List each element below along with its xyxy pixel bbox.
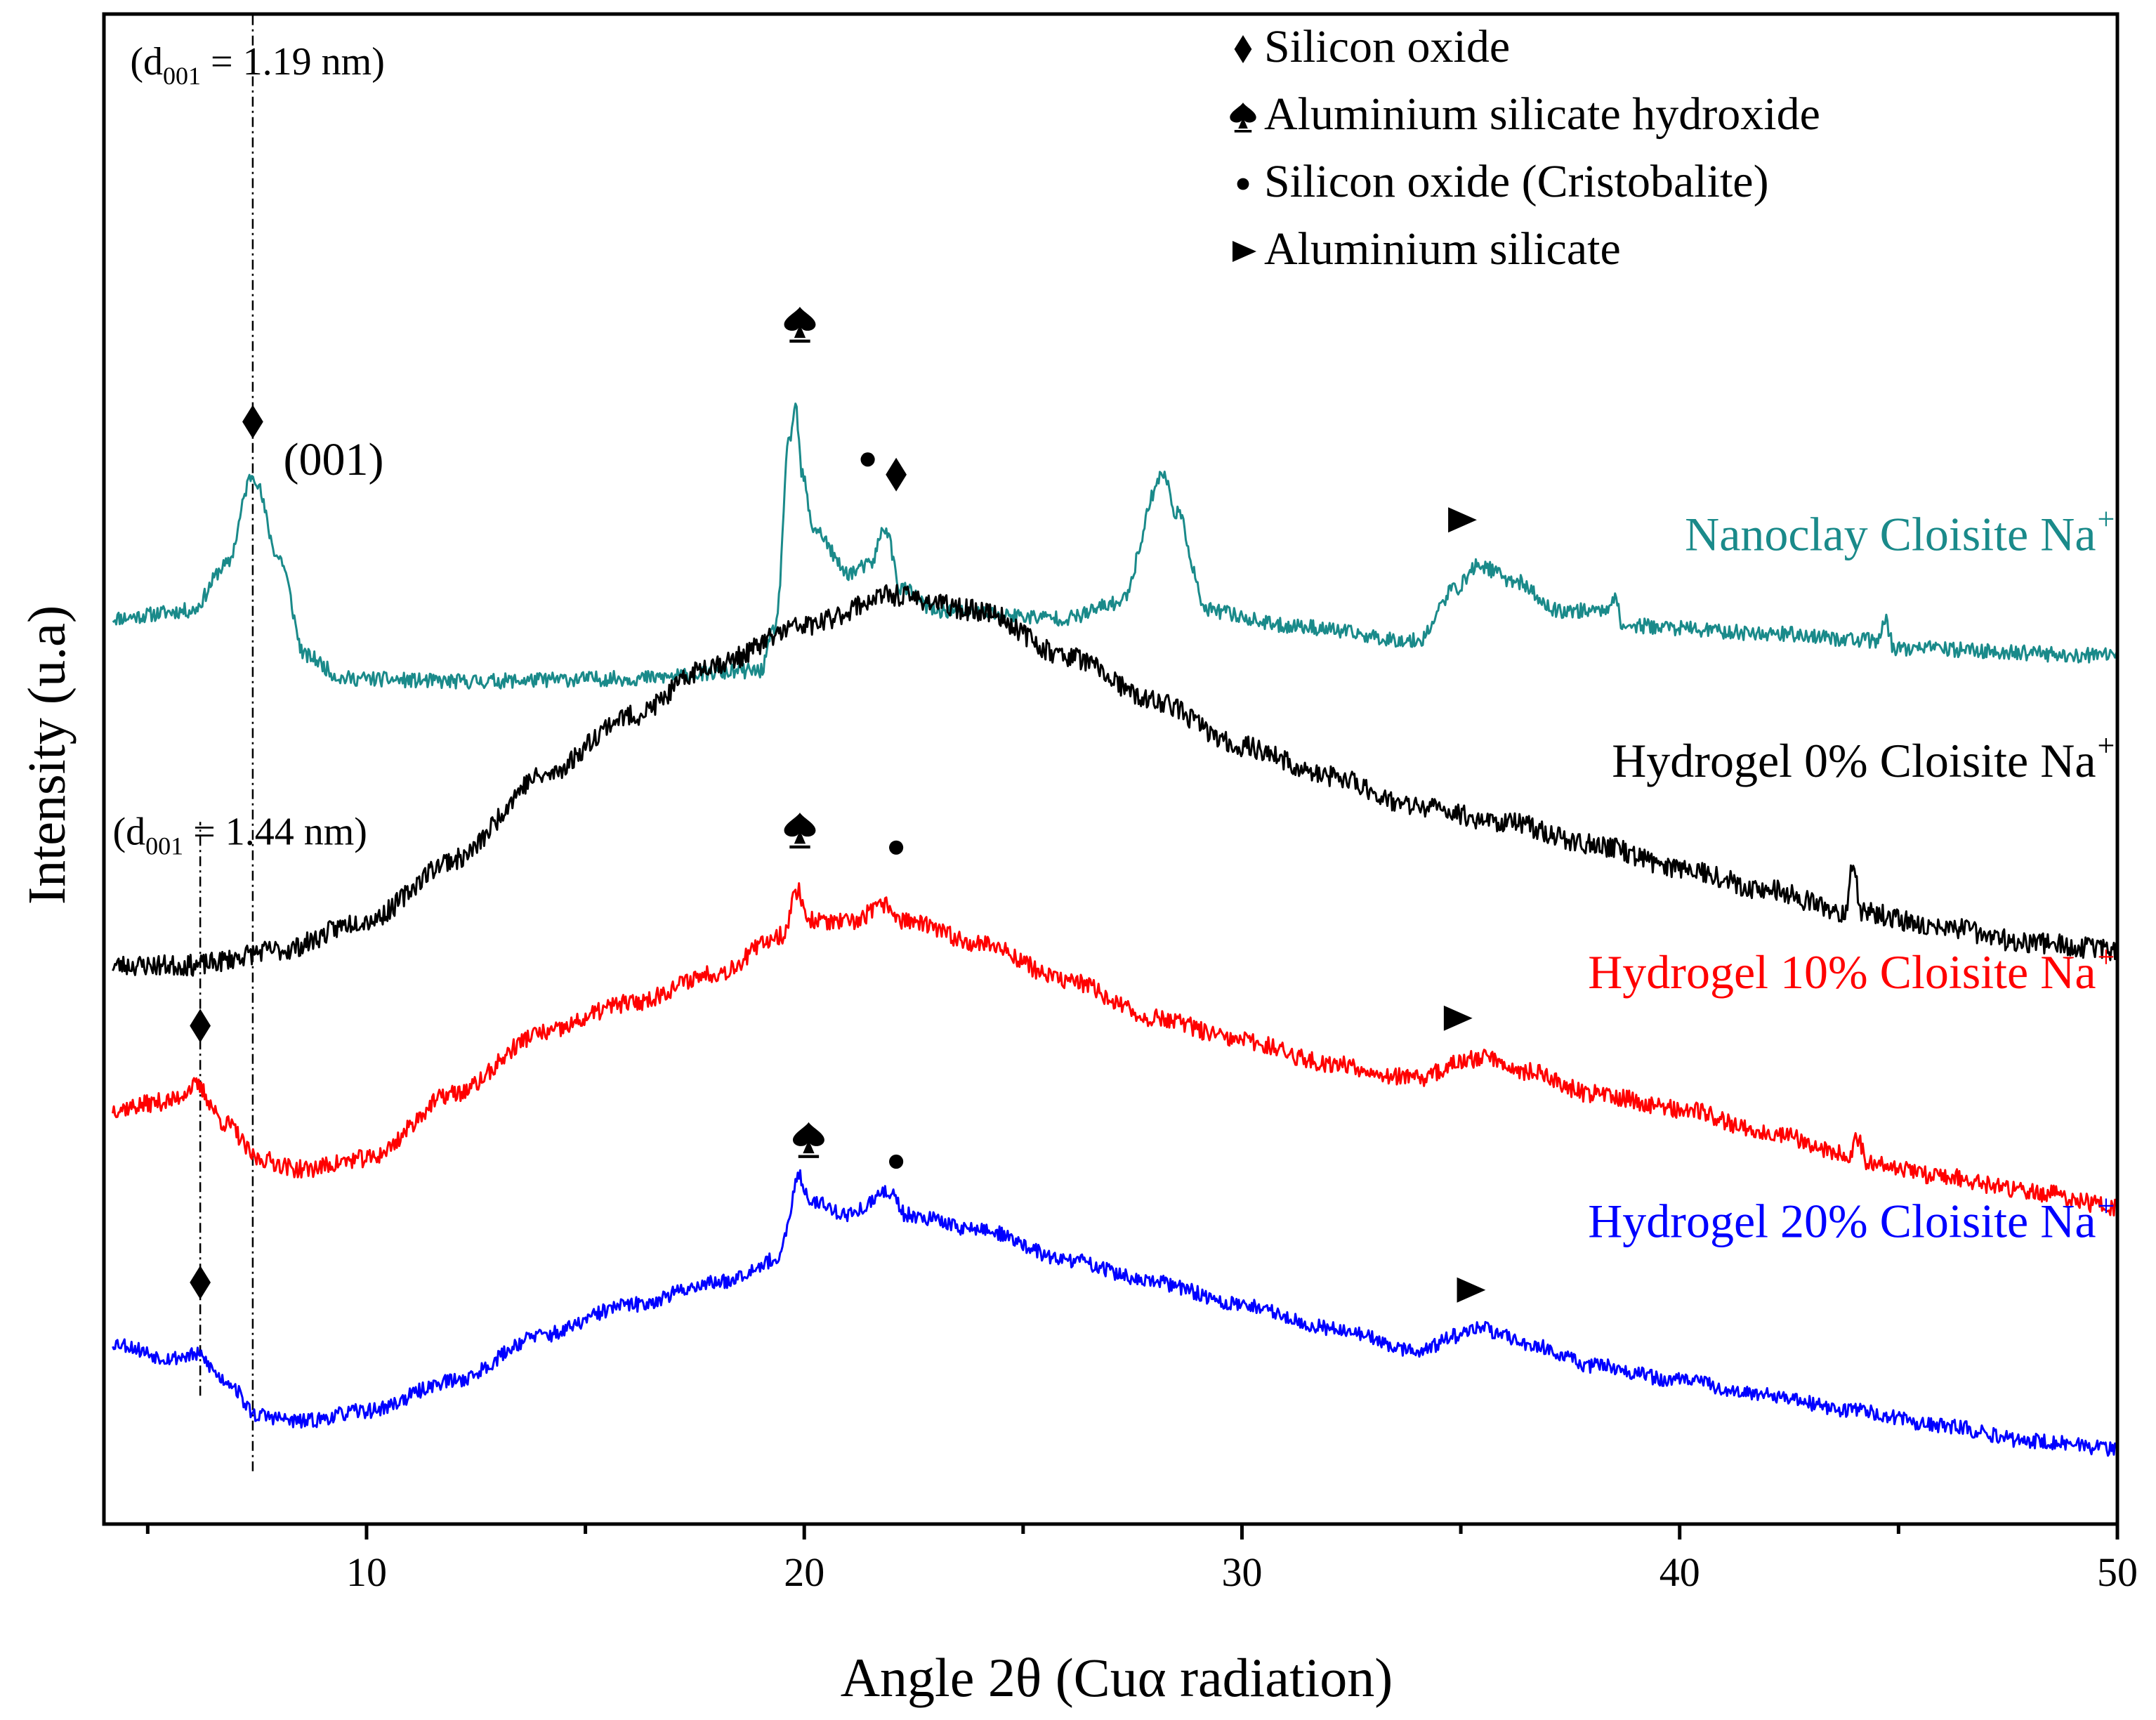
triangle-peak-marker [1457, 1277, 1486, 1303]
d-spacing-1-label: (d001 = 1.19 nm) [130, 40, 384, 90]
data-series [112, 402, 2119, 1457]
dot-peak-marker [860, 452, 875, 467]
legend-diamond-icon [1234, 35, 1252, 63]
series-label-superscript: + [2098, 940, 2115, 974]
plot-frame [102, 12, 2119, 1526]
peak-markers [190, 306, 1486, 1303]
plot-border [102, 12, 2119, 1526]
series-label-superscript: + [2098, 728, 2115, 763]
spade-peak-marker [793, 1122, 824, 1158]
series-label: Hydrogel 10% Cloisite Na [1588, 945, 2096, 999]
series-label: Hydrogel 0% Cloisite Na [1612, 734, 2096, 787]
x-tick-label: 50 [2097, 1549, 2138, 1595]
legend-dot-icon [1237, 178, 1249, 190]
series-labels: Nanoclay Cloisite Na +Hydrogel 0% Cloisit… [1588, 501, 2115, 1247]
triangle-peak-marker [1448, 507, 1477, 533]
x-tick-label: 30 [1221, 1549, 1262, 1595]
series-line [112, 1169, 2119, 1457]
x-tick-label: 40 [1659, 1549, 1700, 1595]
legend-entry-label: Silicon oxide [1264, 21, 1510, 72]
series-line [112, 882, 2119, 1217]
diamond-peak-marker [190, 1266, 211, 1299]
series-line [112, 584, 2119, 977]
triangle-peak-marker [1443, 1005, 1473, 1031]
x-tick-label: 10 [346, 1549, 387, 1595]
annotations: (d001 = 1.19 nm) (d001 = 1.44 nm) (001) [112, 40, 384, 860]
series-label-superscript: + [2098, 501, 2115, 536]
plane-001-label: (001) [284, 434, 384, 485]
diamond-peak-marker [242, 405, 263, 439]
x-tick-label: 20 [784, 1549, 824, 1595]
legend-spade-icon [1230, 103, 1256, 133]
series-label: Nanoclay Cloisite Na [1685, 507, 2096, 560]
series-label-superscript: + [2098, 1189, 2115, 1223]
x-axis-title: Angle 2θ (Cuα radiation) [841, 1647, 1393, 1708]
legend-entry-label: Silicon oxide (Cristobalite) [1264, 156, 1769, 207]
reference-lines [199, 14, 254, 1471]
legend: Silicon oxide Aluminium silicate hydroxid… [1230, 21, 1820, 275]
diamond-peak-marker [886, 457, 907, 492]
dot-peak-marker [889, 840, 904, 855]
dot-peak-marker [889, 1154, 904, 1169]
series-line [112, 402, 2119, 690]
spade-peak-marker [784, 813, 816, 849]
series-label: Hydrogel 20% Cloisite Na [1588, 1195, 2096, 1248]
x-axis: 10 20 30 40 50 [145, 1524, 2138, 1595]
d-spacing-2-label: (d001 = 1.44 nm) [112, 810, 367, 860]
legend-entry-label: Aluminium silicate hydroxide [1264, 88, 1820, 140]
legend-entry-label: Aluminium silicate [1264, 223, 1621, 275]
spade-peak-marker [784, 306, 816, 343]
legend-triangle-icon [1233, 241, 1256, 262]
y-axis-title: Intensity (u.a) [18, 605, 77, 905]
diamond-peak-marker [190, 1009, 211, 1043]
